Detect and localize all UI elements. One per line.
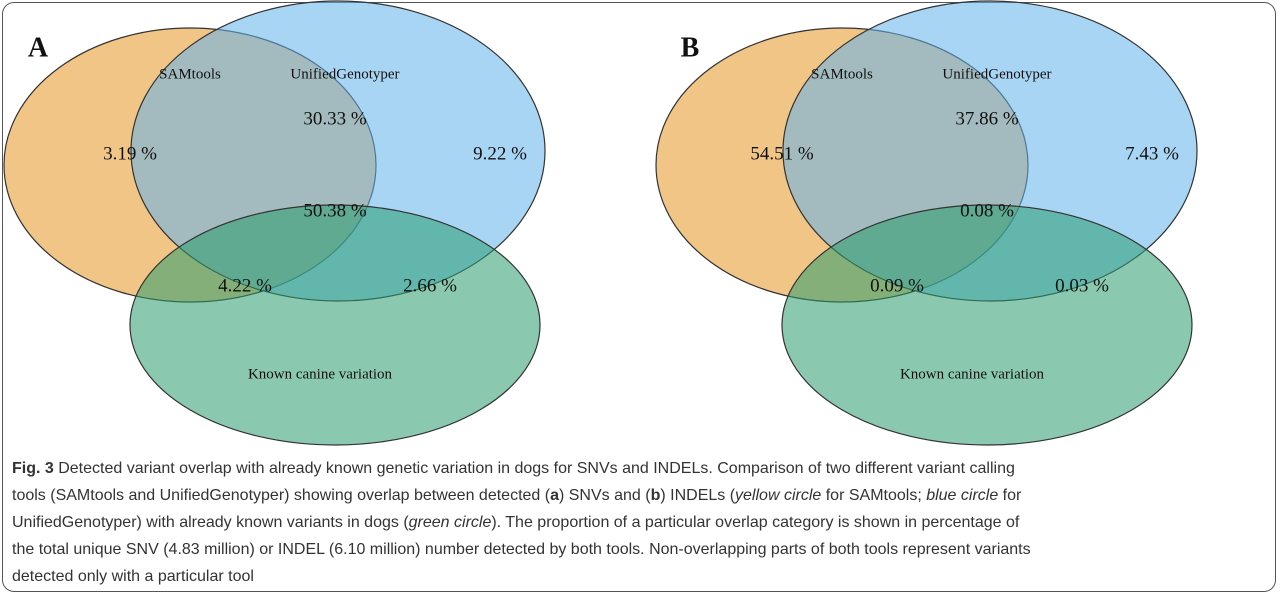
caption-text: the total unique SNV (4.83 million) or I…: [12, 541, 1031, 558]
panel-label: B: [681, 32, 700, 63]
region-value: 2.66 %: [403, 275, 457, 296]
set-label: UnifiedGenotyper: [942, 66, 1051, 82]
caption-line: tools (SAMtools and UnifiedGenotyper) sh…: [12, 482, 1031, 509]
caption-line: detected only with a particular tool: [12, 563, 1031, 590]
set-label: SAMtools: [159, 66, 221, 82]
region-value: 0.03 %: [1055, 275, 1109, 296]
caption-line: UnifiedGenotyper) with already known var…: [12, 509, 1031, 536]
venn-set: [781, 204, 1193, 446]
panel-label: A: [28, 32, 49, 63]
region-value: 37.86 %: [955, 108, 1019, 129]
set-label: SAMtools: [811, 66, 873, 82]
region-value: 3.19 %: [103, 143, 157, 164]
caption-text: ) INDELs (: [660, 487, 736, 504]
caption-text: b: [650, 487, 661, 504]
region-value: 0.09 %: [870, 275, 924, 296]
caption-text: UnifiedGenotyper) with already known var…: [12, 514, 409, 531]
set-label: Known canine variation: [248, 366, 393, 382]
caption-line: the total unique SNV (4.83 million) or I…: [12, 536, 1031, 563]
caption-text: tools (SAMtools and UnifiedGenotyper) sh…: [12, 487, 551, 504]
venn-panel: B SAMtools UnifiedGenotyper Known canine va…: [655, 0, 1198, 446]
caption-text: Detected variant overlap with already kn…: [53, 460, 1015, 477]
venn-figure: A SAMtools UnifiedGenotyper Known canine va…: [3, 0, 1198, 446]
set-label: Known canine variation: [900, 366, 1045, 382]
caption-text: yellow circle: [735, 487, 822, 504]
region-value: 4.22 %: [218, 275, 272, 296]
region-value: 0.08 %: [960, 200, 1014, 221]
region-value: 7.43 %: [1125, 143, 1179, 164]
venn-panel: A SAMtools UnifiedGenotyper Known canine va…: [3, 0, 546, 446]
caption-line: Fig. 3 Detected variant overlap with alr…: [12, 455, 1031, 482]
caption-text: ). The proportion of a particular overla…: [491, 514, 1020, 531]
caption-text: detected only with a particular tool: [12, 568, 254, 585]
region-value: 50.38 %: [303, 200, 367, 221]
set-label: UnifiedGenotyper: [290, 66, 399, 82]
region-value: 30.33 %: [303, 108, 367, 129]
caption-text: blue circle: [926, 487, 999, 504]
caption-text: a: [550, 487, 559, 504]
region-value: 54.51 %: [750, 143, 814, 164]
region-value: 9.22 %: [473, 143, 527, 164]
caption-text: green circle: [408, 514, 492, 531]
caption-text: for SAMtools;: [821, 487, 927, 504]
caption-text: Fig. 3: [12, 460, 54, 477]
caption-text: for: [998, 487, 1022, 504]
caption-text: ) SNVs and (: [558, 487, 651, 504]
venn-set: [129, 204, 541, 446]
caption: Fig. 3 Detected variant overlap with alr…: [12, 455, 1031, 590]
